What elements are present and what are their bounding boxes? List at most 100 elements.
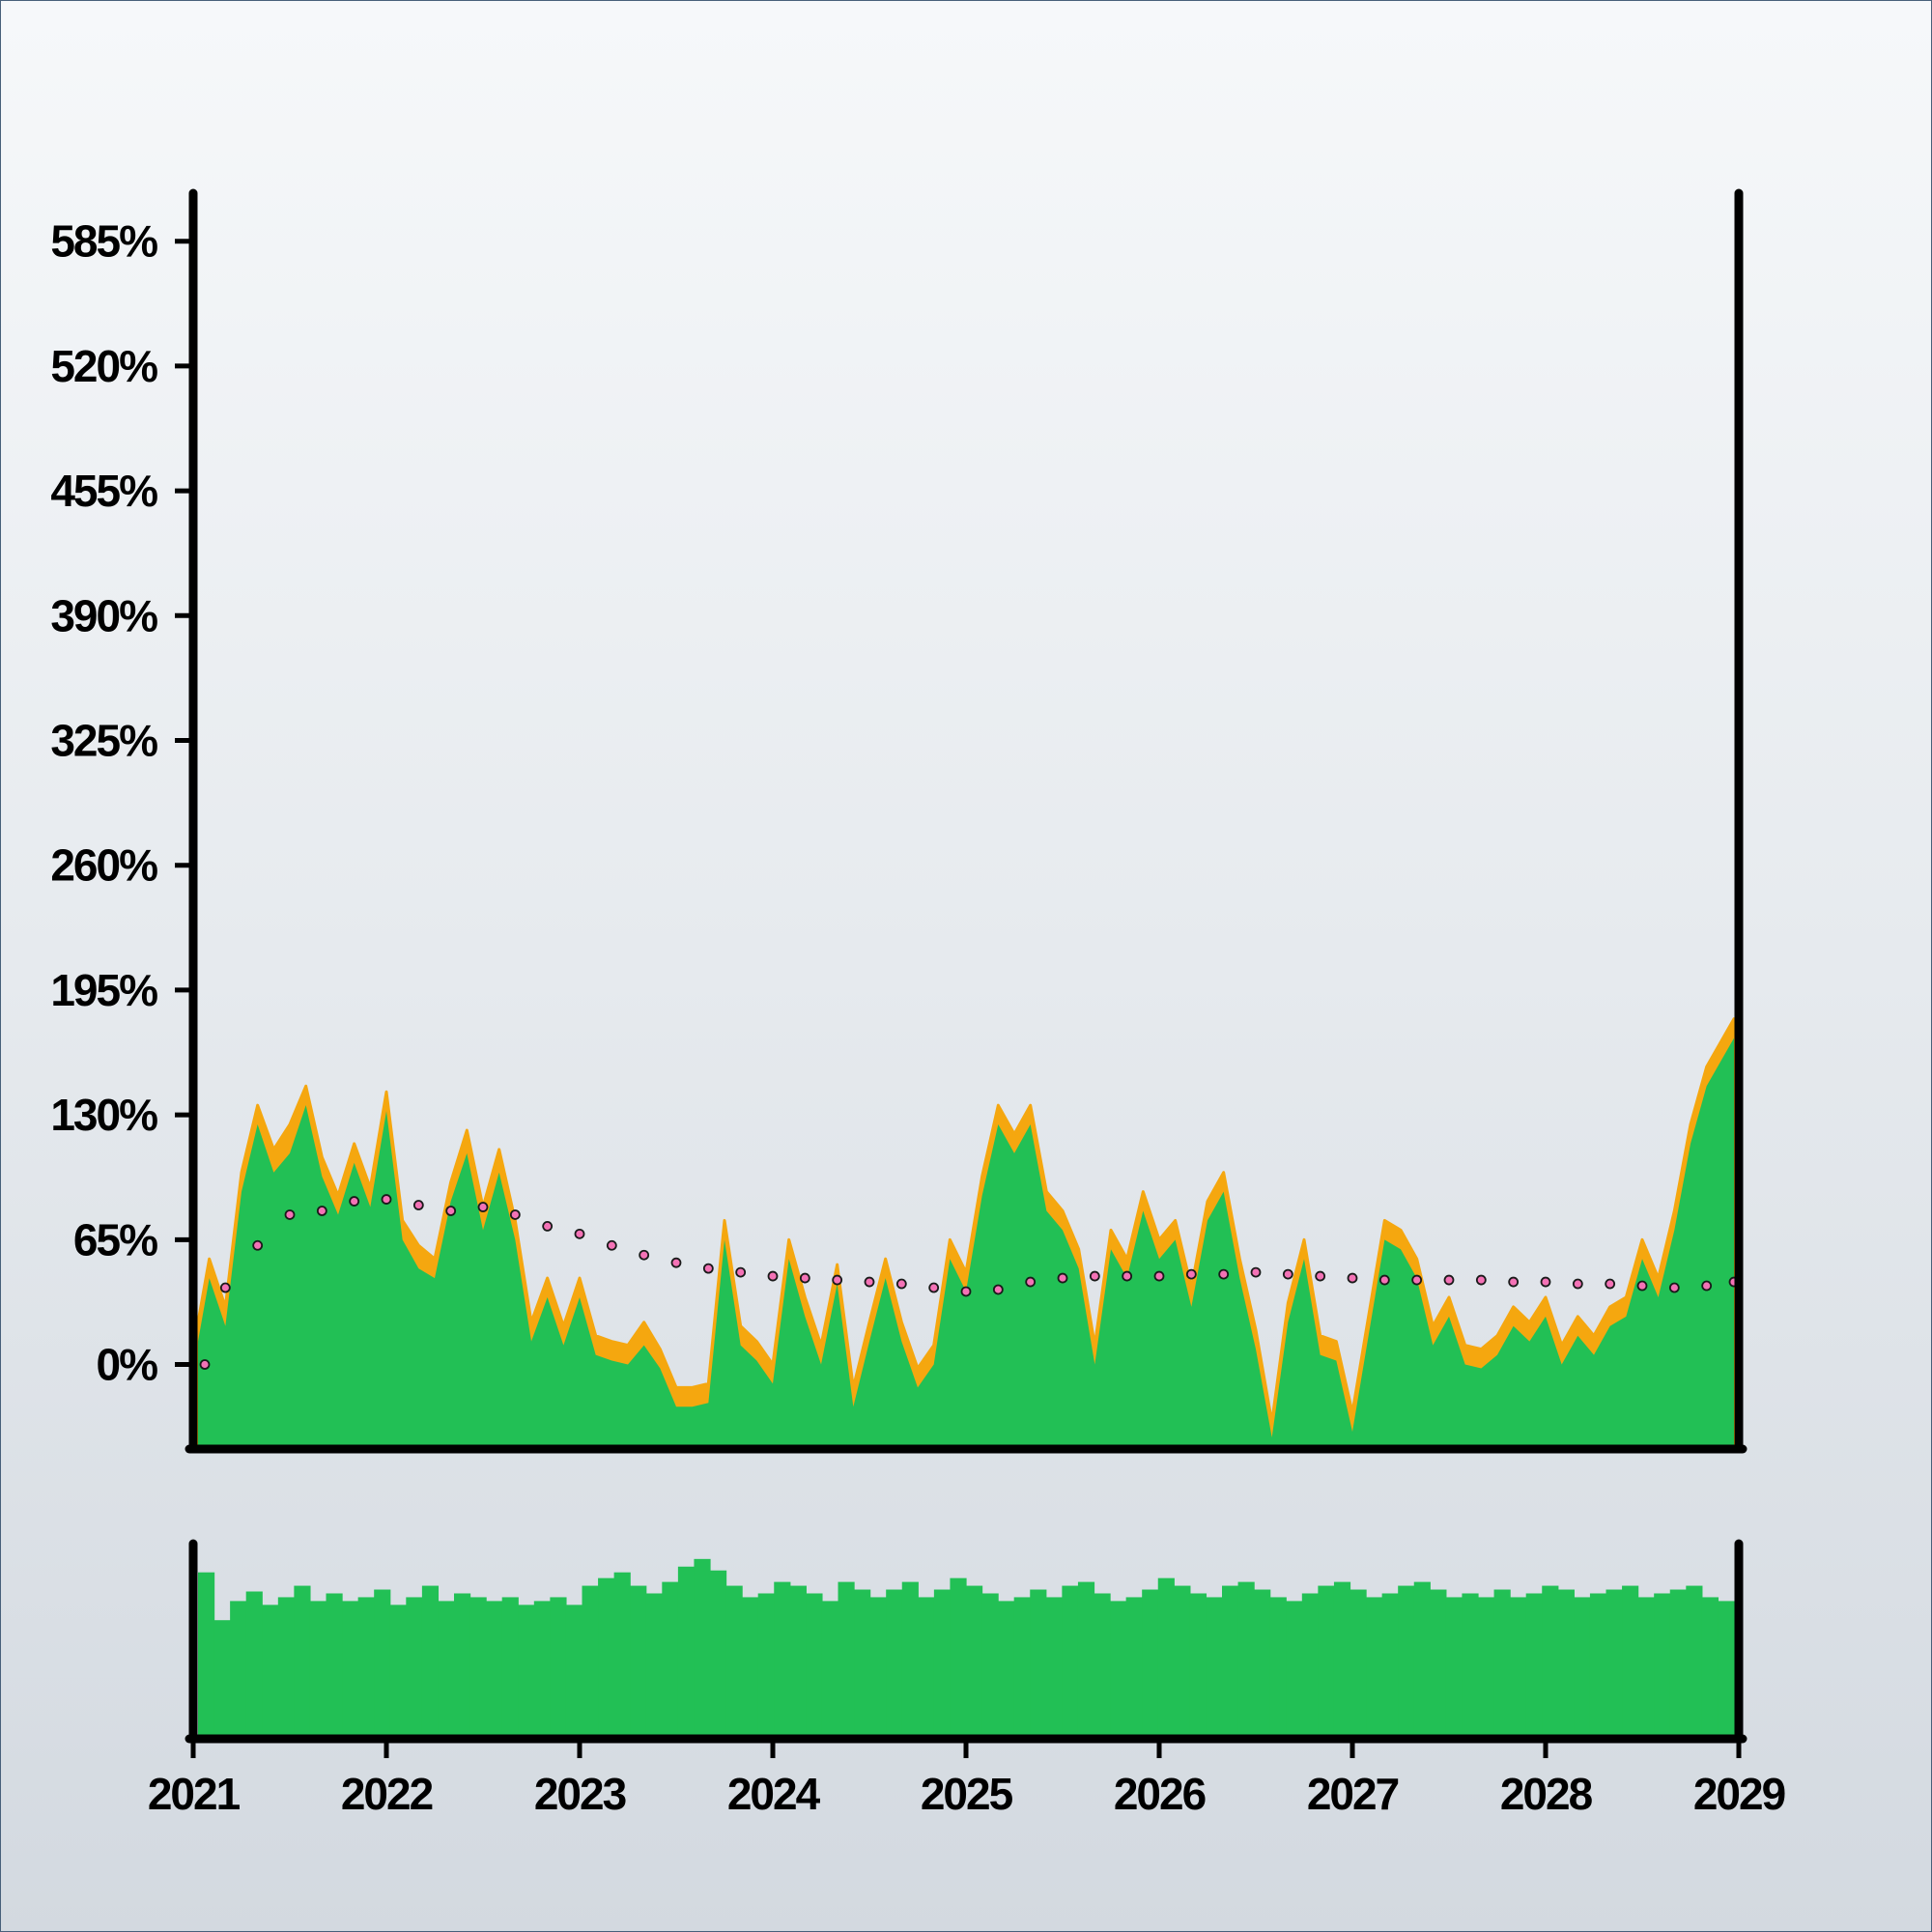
trend-marker [1250,1266,1262,1278]
volume-bar [1510,1597,1527,1735]
volume-bar [1413,1581,1431,1735]
trend-marker [928,1282,940,1293]
trend-marker [895,1278,907,1290]
volume-bar [1381,1593,1399,1735]
volume-bar [1669,1589,1687,1735]
volume-bar [1189,1593,1208,1735]
volume-bar [710,1570,727,1735]
volume-bar [262,1605,279,1735]
volume-bar [1557,1589,1575,1735]
trend-marker [412,1200,424,1210]
y-tick-label: 65% [73,1214,157,1264]
volume-bar [806,1593,823,1735]
x-tick-label: 2029 [1693,1769,1785,1819]
x-tick-label: 2028 [1500,1769,1593,1819]
trend-marker [1315,1270,1326,1282]
volume-bar [694,1558,711,1735]
volume-bar [1254,1589,1271,1735]
trend-marker [542,1220,554,1232]
volume-bar [1077,1581,1095,1735]
trend-marker [381,1194,392,1205]
y-tick-label: 0% [97,1340,158,1390]
volume-bar [342,1601,359,1735]
y-tick-label: 195% [50,965,157,1015]
volume-bar [1622,1585,1639,1735]
volume-bar [838,1581,855,1735]
trend-marker [316,1206,327,1216]
volume-bar [1222,1585,1239,1735]
volume-bar [1430,1589,1447,1735]
y-tick-label: 585% [50,216,157,267]
volume-bar [1637,1597,1655,1735]
y-axis-ticks: 0% 65% 130% 195% 260% 325% 390% 455% 520% 585% [50,216,193,1390]
volume-bar [1398,1585,1415,1735]
volume-panel: 2021 2022 2023 2024 2025 2026 2027 2028 2029 [148,1539,1787,1819]
volume-bar [886,1589,903,1735]
trend-marker [702,1263,714,1274]
volume-bar [421,1585,440,1735]
trend-marker [1668,1282,1680,1293]
volume-bar [1237,1581,1255,1735]
x-tick-label: 2025 [921,1769,1013,1819]
volume-bar [1574,1597,1591,1735]
volume-bar [598,1577,615,1735]
trend-marker [284,1209,296,1220]
volume-bar [789,1585,807,1735]
main-series-area [198,1037,1734,1445]
volume-bar [565,1605,583,1735]
volume-bar [1269,1597,1287,1735]
trend-marker [252,1239,264,1251]
volume-bar [1157,1577,1175,1735]
volume-bar [550,1597,567,1735]
volume-bar [869,1597,887,1735]
volume-bar [1493,1589,1511,1735]
volume-bar [1654,1593,1671,1735]
volume-bar [1301,1593,1319,1735]
volume-bar [374,1589,391,1735]
x-tick-label: 2022 [341,1769,433,1819]
volume-bar [757,1593,775,1735]
volume-bar [645,1593,663,1735]
volume-bar [1062,1585,1079,1735]
trend-marker [1443,1274,1455,1286]
volume-bars [198,1558,1735,1735]
trend-marker [1636,1280,1648,1292]
trend-marker [1089,1270,1100,1282]
volume-bar [582,1585,599,1735]
y-tick-label: 260% [50,840,157,891]
volume-bar [1605,1589,1623,1735]
trend-marker [960,1286,972,1297]
x-tick-label: 2027 [1307,1769,1399,1819]
volume-bar [294,1585,311,1735]
trend-marker [864,1276,875,1288]
volume-bar [533,1601,551,1735]
volume-bar [277,1597,295,1735]
trend-marker [349,1196,360,1207]
trend-marker [1153,1270,1165,1282]
volume-bar [677,1566,696,1735]
volume-bar [1350,1589,1367,1735]
volume-bar [742,1597,759,1735]
trend-marker [832,1274,843,1286]
volume-bar [854,1589,871,1735]
volume-bar [774,1581,791,1735]
volume-bar [1206,1597,1223,1735]
volume-bar [1174,1585,1191,1735]
volume-bar [1333,1581,1351,1735]
main-series-polygon [198,1037,1734,1445]
trend-marker [1411,1274,1423,1286]
volume-bar [309,1601,327,1735]
volume-bar [213,1620,231,1735]
trend-marker [1378,1274,1390,1286]
volume-bar [469,1597,487,1735]
volume-bar [245,1591,263,1735]
volume-bar [1366,1597,1383,1735]
volume-bar [1030,1589,1047,1735]
trend-marker [606,1239,617,1251]
volume-bar [1286,1601,1303,1735]
trend-marker [445,1206,457,1216]
trend-marker [1218,1268,1230,1280]
volume-bar [438,1601,455,1735]
volume-bar [1542,1585,1559,1735]
